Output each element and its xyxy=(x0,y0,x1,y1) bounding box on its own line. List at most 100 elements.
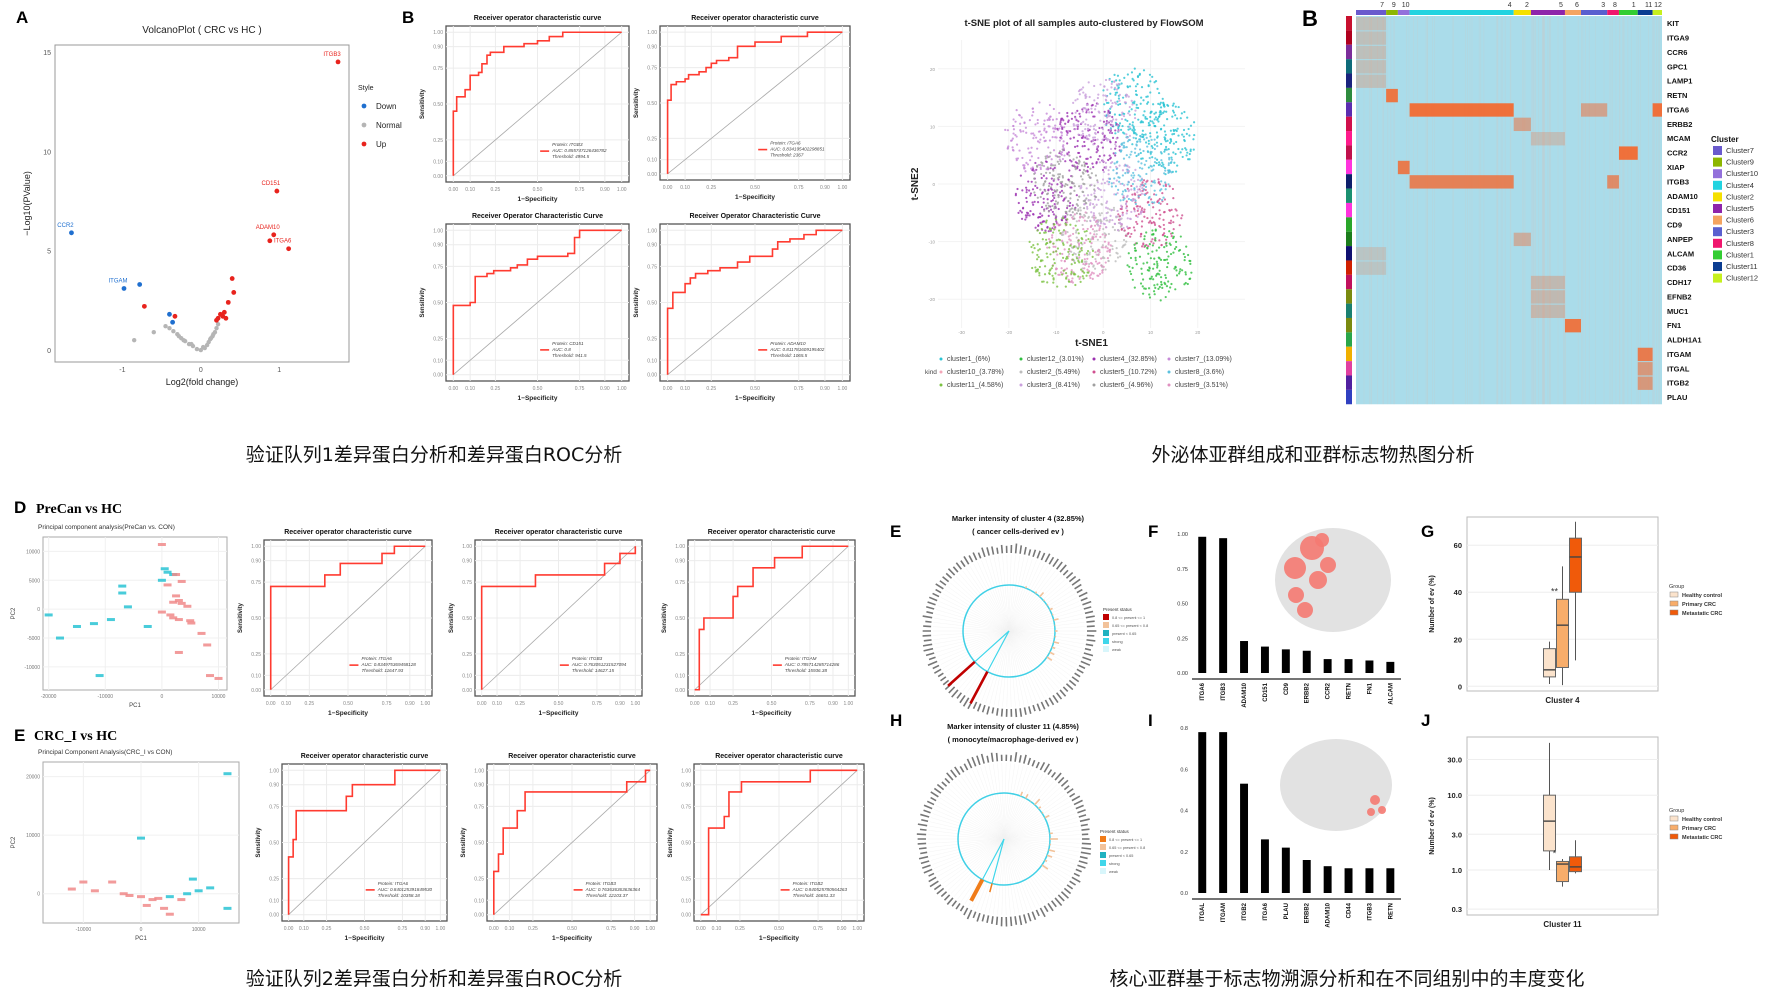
tsne-point xyxy=(1112,169,1115,172)
tsne-point xyxy=(1159,106,1163,109)
tsne-point xyxy=(1151,244,1154,247)
tsne-point xyxy=(1134,132,1137,135)
tsne-point xyxy=(1077,151,1080,155)
tsne-point xyxy=(1056,183,1059,186)
tsne-point xyxy=(1136,215,1139,219)
legend-swatch xyxy=(1713,157,1722,167)
tsne-point xyxy=(1089,238,1093,241)
tsne-point xyxy=(1052,281,1055,284)
tsne-point xyxy=(1179,268,1182,271)
tsne-point xyxy=(1092,265,1095,268)
radial-grid-line xyxy=(954,838,1005,897)
x-tick-label: 0.25 xyxy=(706,185,716,191)
tsne-point xyxy=(1052,277,1055,280)
tsne-point xyxy=(1130,174,1133,177)
tsne-point xyxy=(1118,164,1121,167)
heatmap-noise-stripe xyxy=(1425,16,1427,405)
row-annotation-cell xyxy=(1346,361,1352,376)
y-tick-label: 0.90 xyxy=(462,559,472,565)
x-tick-label: 0.00 xyxy=(477,701,487,707)
x-tick-label: 0.90 xyxy=(600,187,610,193)
tsne-point xyxy=(1049,253,1052,256)
radial-grid-line xyxy=(929,838,1005,857)
tsne-point xyxy=(1104,94,1107,97)
tsne-point xyxy=(1126,183,1129,186)
row-annotation-cell xyxy=(1346,159,1352,175)
sample-point xyxy=(157,543,166,547)
x-tick-label: 0.75 xyxy=(606,926,616,932)
tsne-point xyxy=(1068,204,1071,207)
tsne-point xyxy=(1081,132,1085,135)
radial-grid-line xyxy=(972,838,1005,909)
tsne-point xyxy=(1055,190,1058,193)
tsne-point xyxy=(1130,184,1133,188)
tsne-point xyxy=(1154,157,1157,160)
sample-point xyxy=(123,605,132,609)
tsne-point xyxy=(1184,273,1187,276)
marker-name-label xyxy=(1079,855,1088,860)
tsne-point xyxy=(1092,128,1096,131)
heatmap-cell-kit xyxy=(1356,17,1387,31)
tsne-point xyxy=(1157,180,1161,184)
heatmap-cell-muc1 xyxy=(1530,304,1565,318)
tsne-point xyxy=(1110,106,1113,109)
marker-name-label xyxy=(1048,556,1055,565)
tsne-point xyxy=(1110,209,1113,212)
radial-grid-line xyxy=(1006,555,1010,632)
tsne-point xyxy=(1112,118,1115,121)
tsne-point xyxy=(1060,195,1063,198)
marker-name-label xyxy=(932,592,940,598)
marker-name-label xyxy=(1043,905,1049,913)
tsne-point xyxy=(1087,215,1090,218)
box-primary-crc xyxy=(1556,598,1569,668)
marker-name-label xyxy=(960,560,966,568)
tsne-point xyxy=(1098,227,1101,230)
tsne-point xyxy=(1080,249,1083,252)
legend-entry: present < 0.65 xyxy=(1112,632,1136,636)
tsne-point xyxy=(1078,243,1081,247)
tsne-point xyxy=(1181,155,1184,159)
gene-label: PLAU xyxy=(1667,393,1687,402)
tsne-point xyxy=(1056,127,1059,131)
tsne-point xyxy=(1094,260,1098,263)
tsne-point xyxy=(1067,235,1070,238)
roc-chart-roc_e3: 0.00 0.10 0.25 0.50 0.75 0.90 1.000.000.100.25… xyxy=(668,753,865,942)
tsne-point xyxy=(1067,252,1071,256)
roc-chart-roc_b2: 0.00 0.10 0.25 0.50 0.75 0.90 1.000.000.100.25… xyxy=(634,15,851,201)
marker-name-label xyxy=(1063,785,1070,791)
radial-grid-line xyxy=(947,586,1010,632)
x-axis-label: Cluster 11 xyxy=(1543,920,1582,929)
tsne-point xyxy=(1098,161,1102,164)
legend-swatch xyxy=(1713,262,1722,271)
tsne-point xyxy=(1106,113,1110,116)
tsne-point xyxy=(1161,233,1164,237)
tsne-point xyxy=(1192,138,1195,141)
tsne-point xyxy=(1083,194,1086,197)
heatmap-noise-stripe xyxy=(1533,16,1534,405)
marker-name-label xyxy=(959,905,965,912)
tsne-point xyxy=(1103,240,1107,243)
tsne-point xyxy=(1109,141,1112,144)
tsne-point xyxy=(1174,288,1177,291)
tsne-point xyxy=(1119,199,1122,202)
radial-grid-line xyxy=(1008,576,1063,632)
heatmap-noise-stripe xyxy=(1358,16,1360,405)
tsne-point xyxy=(1040,227,1043,231)
radial-grid-line xyxy=(1008,630,1053,694)
radial-grid-line xyxy=(1008,626,1085,632)
tsne-point xyxy=(1130,178,1133,181)
heatmap-cell-cd36 xyxy=(1356,261,1387,275)
legend-swatch xyxy=(1167,370,1171,374)
column-cluster-label: 8 xyxy=(1613,2,1617,9)
radial-grid-line xyxy=(1008,605,1081,632)
sample-point xyxy=(118,591,127,595)
legend-entry: cluster8_(3.6%) xyxy=(1175,369,1224,376)
x-tick-label: 0.75 xyxy=(575,386,585,392)
y-tick-label: 0.25 xyxy=(433,337,443,343)
tsne-point xyxy=(1080,122,1083,125)
tsne-point xyxy=(1145,136,1148,139)
tsne-point xyxy=(1114,147,1117,150)
y-tick-label: 20000 xyxy=(26,775,40,781)
marker-name-label xyxy=(1019,545,1023,554)
